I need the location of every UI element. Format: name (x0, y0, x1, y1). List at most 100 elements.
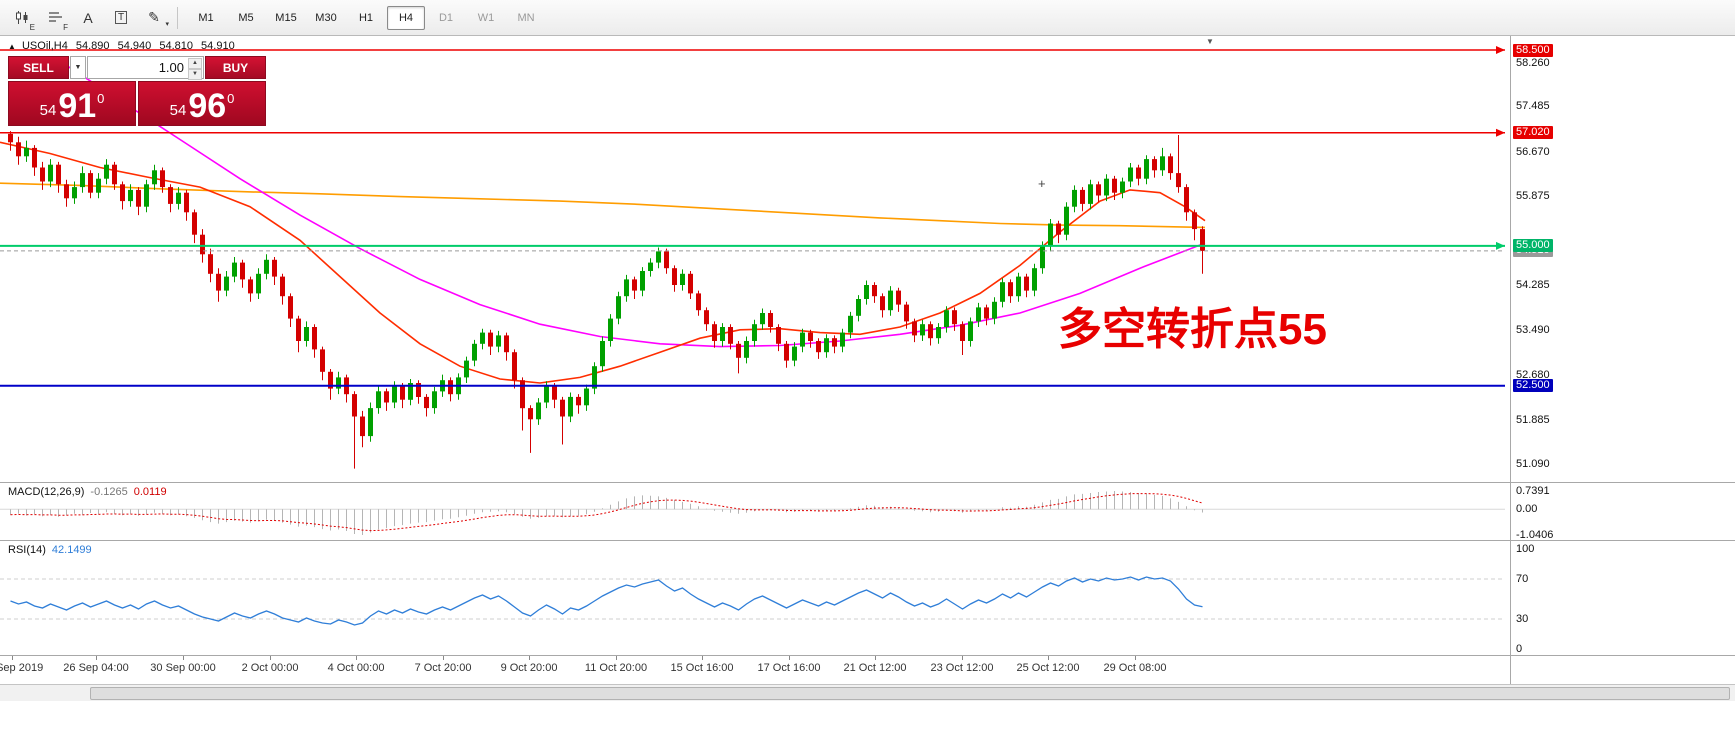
scrollbar-thumb[interactable] (90, 687, 1730, 700)
macd-name: MACD(12,26,9) (8, 486, 85, 498)
price-tick-label: 55.875 (1516, 190, 1550, 203)
slow-ma-orange (0, 182, 1206, 229)
toolbar: E F A T ✎ ▾ M1 M5 M15 M30 H1 H4 D1 W1 MN (0, 0, 1735, 36)
timeframe-M15[interactable]: M15 (275, 11, 297, 24)
panel-separator[interactable] (0, 482, 1735, 483)
time-tick-label: 15 Oct 16:00 (670, 662, 734, 674)
time-tick (96, 656, 97, 660)
horizontal-scrollbar[interactable] (0, 684, 1735, 701)
chevron-down-icon: ▼ (74, 64, 82, 71)
timeframe-H4[interactable]: H4 (387, 5, 425, 30)
level-lines-layer (0, 45, 1505, 387)
price-level-label: 55.000 (1513, 239, 1553, 253)
rsi-label: RSI(14) 42.1499 (8, 544, 92, 556)
chart-shift-marker-icon[interactable]: ▼ (1206, 37, 1214, 46)
macd-tick-label: 0.00 (1516, 502, 1538, 515)
timeframe-M5[interactable]: M5 (238, 11, 254, 24)
main-chart-plot[interactable]: + (0, 36, 1510, 482)
volume-decrease-button[interactable]: ▼ (188, 69, 202, 80)
price-tick-label: 54.285 (1516, 279, 1550, 292)
rsi-name: RSI(14) (8, 544, 46, 556)
chart-tool-icons: E F A T ✎ ▾ (8, 5, 169, 32)
candlestick-chart-icon[interactable]: E (8, 5, 36, 32)
macd-signal-value: 0.0119 (133, 486, 167, 498)
price-level-label: 58.500 (1513, 43, 1553, 57)
macd-label: MACD(12,26,9) -0.1265 0.0119 (8, 486, 167, 498)
timeframe-W1[interactable]: W1 (477, 11, 495, 24)
level-line-arrow-icon (1496, 45, 1505, 54)
price-tick-label: 57.485 (1516, 100, 1550, 113)
time-tick (12, 656, 13, 660)
bid-pip-digit: 0 (97, 91, 105, 106)
time-tick-label: 17 Oct 16:00 (757, 662, 821, 674)
sell-button[interactable]: SELL (8, 56, 69, 79)
time-tick (789, 656, 790, 660)
timeframe-D1[interactable]: D1 (438, 11, 454, 24)
rsi-tick-label: 70 (1516, 572, 1529, 585)
bid-prefix: 54 (39, 102, 57, 119)
time-tick-label: 24 Sep 2019 (0, 662, 44, 674)
indicator-list-icon[interactable]: F (41, 5, 69, 32)
rsi-line (10, 576, 1203, 626)
collapse-triangle-icon[interactable]: ▲ (8, 42, 16, 51)
sell-price-tile[interactable]: 54 91 0 (8, 81, 136, 126)
volume-dropdown-button[interactable]: ▼ (70, 56, 86, 79)
time-tick-label: 4 Oct 00:00 (327, 662, 385, 674)
ohlc-open: 54.890 (75, 40, 110, 52)
trade-price-row: 54 91 0 54 96 0 (8, 81, 266, 126)
symbol-ohlc-header: ▲ USOil,H4 54.890 54.940 54.810 54.910 (8, 40, 240, 52)
price-level-label: 57.020 (1513, 126, 1553, 140)
macd-histogram (10, 491, 1203, 535)
panel-separator[interactable] (0, 540, 1735, 541)
level-line-arrow-icon (1496, 241, 1505, 250)
time-tick-label: 9 Oct 20:00 (500, 662, 558, 674)
rsi-value: 42.1499 (51, 544, 92, 556)
rsi-tick-label: 30 (1516, 612, 1529, 625)
macd-plot[interactable] (0, 483, 1510, 540)
ohlc-low: 54.810 (159, 40, 193, 52)
time-tick-label: 7 Oct 20:00 (414, 662, 472, 674)
price-tick-label: 53.490 (1516, 323, 1550, 336)
timeframe-H1[interactable]: H1 (358, 11, 374, 24)
time-tick (356, 656, 357, 660)
text-box-tool-icon[interactable]: T (107, 5, 135, 31)
time-tick (1135, 656, 1136, 660)
timeframe-M30[interactable]: M30 (315, 11, 337, 24)
price-tick-label: 51.090 (1516, 458, 1550, 471)
time-tick (183, 656, 184, 660)
price-tick-label: 51.885 (1516, 413, 1550, 426)
rsi-plot[interactable] (0, 541, 1510, 655)
text-label-tool-icon[interactable]: A (83, 9, 93, 26)
time-tick (616, 656, 617, 660)
timeframe-MN[interactable]: MN (517, 11, 535, 24)
volume-input[interactable] (88, 57, 203, 78)
timeframe-buttons: M1 M5 M15 M30 H1 H4 D1 W1 MN (187, 5, 545, 30)
time-tick (702, 656, 703, 660)
volume-spinner: ▲ ▼ (188, 58, 202, 80)
time-tick-label: 21 Oct 12:00 (843, 662, 907, 674)
time-tick-label: 2 Oct 00:00 (241, 662, 299, 674)
ask-pip-digit: 0 (227, 91, 235, 106)
volume-increase-button[interactable]: ▲ (188, 58, 202, 69)
time-tick-label: 23 Oct 12:00 (930, 662, 994, 674)
drawing-tools-icon[interactable]: ✎ ▾ (148, 9, 169, 28)
price-tick-label: 56.670 (1516, 145, 1550, 158)
trade-controls-row: SELL ▼ ▲ ▼ BUY (8, 56, 266, 80)
panel-separator (0, 655, 1735, 656)
ask-prefix: 54 (169, 102, 187, 119)
ask-big-digits: 96 (188, 87, 227, 126)
timeframe-M1[interactable]: M1 (198, 11, 214, 24)
time-tick (1048, 656, 1049, 660)
buy-button[interactable]: BUY (205, 56, 266, 79)
macd-tick-label: -1.0406 (1516, 528, 1554, 541)
price-level-label: 52.500 (1513, 379, 1553, 393)
level-line-arrow-icon (1496, 128, 1505, 137)
buy-price-tile[interactable]: 54 96 0 (138, 81, 266, 126)
time-tick-label: 26 Sep 04:00 (63, 662, 129, 674)
mid-ma-magenta (59, 60, 1206, 348)
rsi-tick-label: 100 (1516, 542, 1535, 555)
ohlc-close: 54.910 (201, 40, 235, 52)
time-tick (270, 656, 271, 660)
